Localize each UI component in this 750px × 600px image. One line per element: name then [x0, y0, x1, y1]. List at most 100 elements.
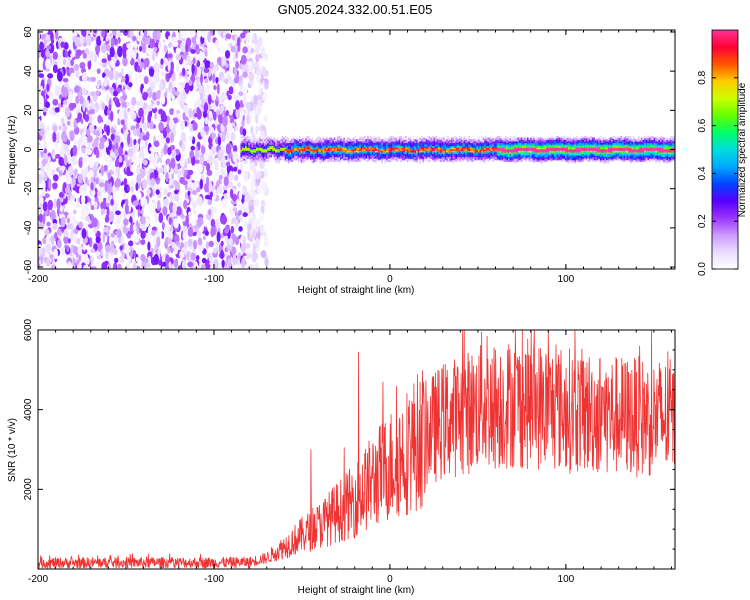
spectrogram-cell — [210, 218, 216, 228]
spectrogram-cell — [311, 151, 314, 154]
spectrogram-cell — [259, 156, 261, 159]
spectrogram-cell — [187, 169, 194, 176]
spectrogram-cell — [451, 146, 453, 150]
spectrogram-cell — [241, 148, 244, 151]
spectrogram-cell — [248, 72, 255, 82]
spectrogram-cell — [398, 157, 401, 161]
spectrogram-cell — [432, 146, 434, 150]
spectrogram-cell — [163, 187, 168, 196]
spectrogram-cell — [322, 143, 325, 147]
spectrogram-cell — [463, 154, 466, 158]
spectrogram-cell — [470, 153, 472, 156]
spectrogram-cell — [414, 148, 417, 151]
spectrogram-cell — [227, 122, 233, 133]
spectrogram-cell — [462, 154, 464, 158]
spectrogram-cell — [49, 237, 56, 243]
spectrogram-cell — [375, 137, 377, 140]
spectrogram-cell — [446, 153, 448, 156]
spectrogram-cell — [124, 73, 129, 85]
spectrogram-cell — [184, 82, 190, 94]
spectrogram-cell — [436, 139, 439, 142]
spectrogram-cell — [482, 150, 485, 153]
spectrogram-cell — [38, 52, 41, 59]
spectrogram-cell — [379, 145, 382, 148]
spectrogram-cell — [441, 146, 444, 150]
spectrogram-cell — [455, 153, 458, 156]
spectrogram-cell — [413, 145, 415, 148]
spectrogram-cell — [191, 200, 198, 209]
spectrogram-cell — [441, 143, 444, 147]
spectrogram-cell — [413, 148, 415, 151]
spectrogram-cell — [460, 156, 463, 159]
spectrogram-cell — [428, 154, 431, 158]
spectrogram-cell — [441, 145, 444, 148]
spectrogram-cell — [130, 125, 136, 131]
spectrogram-cell — [327, 161, 330, 164]
spectrogram-cell — [299, 150, 301, 153]
spectrogram-cell — [351, 150, 353, 153]
spectrogram-cell — [295, 146, 298, 150]
spectrogram-cell — [403, 159, 406, 162]
spectrogram-cell — [360, 151, 363, 154]
spectrogram-cell — [400, 145, 402, 148]
spectrogram-cell — [194, 151, 200, 159]
spectrogram-cell — [430, 143, 432, 147]
spectrogram-cell — [373, 154, 375, 158]
spectrogram-cell — [378, 140, 380, 144]
spectrogram-cell — [458, 143, 461, 147]
spectrogram-cell — [337, 150, 339, 153]
spectrogram-cell — [438, 159, 440, 162]
spectrogram-cell — [321, 148, 323, 151]
spectrogram-cell — [151, 50, 156, 62]
spectrogram-cell — [457, 145, 459, 148]
spectrogram-cell — [498, 148, 501, 151]
spectrogram-cell — [311, 142, 314, 145]
spectrogram-cell — [511, 159, 513, 162]
spectrogram-cell — [343, 143, 345, 147]
spectrogram-cell — [71, 176, 76, 188]
spectrogram-cell — [287, 145, 290, 148]
spectrogram-cell — [417, 151, 420, 154]
spectrogram-cell — [329, 157, 331, 161]
spectrogram-cell — [436, 143, 439, 147]
spectrogram-cell — [362, 154, 364, 158]
spectrogram-cell — [454, 159, 456, 162]
spectrogram-cell — [267, 148, 269, 151]
spectrogram-cell — [490, 145, 493, 148]
spectrogram-cell — [511, 139, 513, 142]
spectrogram-cell — [316, 154, 318, 158]
spectrogram-cell — [56, 198, 61, 210]
spectrogram-cell — [436, 154, 439, 158]
spectrogram-cell — [245, 262, 250, 269]
spectrogram-cell — [425, 146, 428, 150]
spectrogram-cell — [487, 137, 489, 140]
spectrogram-cell — [344, 151, 347, 154]
spectrogram-cell — [435, 137, 437, 140]
spectrogram-cell — [165, 137, 170, 144]
spectrogram-cell — [86, 257, 90, 265]
spectrogram-cell — [457, 143, 459, 147]
spectrogram-cell — [73, 168, 78, 177]
spectrogram-cell — [248, 146, 250, 150]
spectrogram-cell — [382, 145, 385, 148]
spectrogram-cell — [481, 142, 483, 145]
spectrogram-cell — [479, 156, 482, 159]
spectrogram-cell — [313, 154, 315, 158]
spectrogram-cell — [485, 140, 488, 144]
spectrogram-cell — [503, 153, 505, 156]
spectrogram-cell — [351, 151, 353, 154]
spectrogram-cell — [449, 139, 451, 142]
spectrogram-cell — [451, 148, 453, 151]
spectrogram-cell — [386, 139, 388, 142]
spectrogram-cell — [356, 148, 358, 151]
spectrogram-cell — [462, 143, 464, 147]
spectrogram-cell — [267, 139, 269, 142]
spectrogram-cell — [367, 137, 369, 140]
spectrogram-cell — [427, 154, 429, 158]
spectrogram-cell — [428, 143, 431, 147]
spectrogram-cell — [433, 154, 436, 158]
spectrogram-cell — [424, 146, 426, 150]
spectrogram-cell — [435, 142, 437, 145]
spectrogram-cell — [259, 157, 261, 161]
spectrogram-cell — [265, 137, 268, 140]
